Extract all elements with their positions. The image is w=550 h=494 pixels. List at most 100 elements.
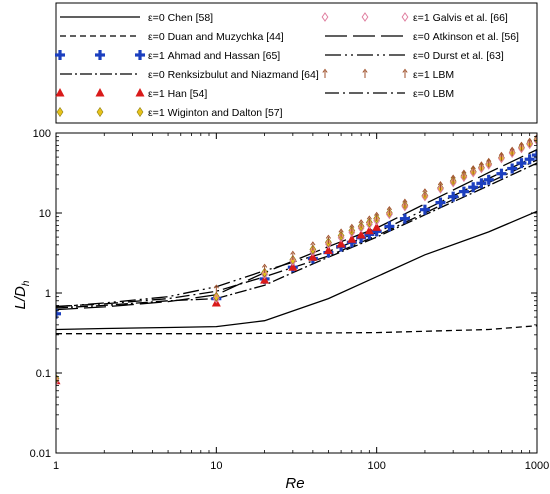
y-tick-label: 10 (39, 208, 51, 220)
series-6-point (449, 177, 457, 188)
legend-swatch-marker (95, 50, 105, 60)
series-9-point-head (498, 151, 505, 156)
series-9-point-head (470, 165, 476, 170)
series-2-point (468, 182, 479, 193)
x-tick-label: 100 (367, 460, 385, 472)
series-2-point (371, 226, 382, 237)
series-9-point-head (386, 205, 392, 211)
legend-label: ε=1 Han [54] (148, 88, 207, 100)
series-2-point (399, 213, 410, 224)
series-9-point (461, 169, 467, 179)
series-2-point-v (471, 182, 475, 193)
series-2-point (419, 204, 430, 215)
series-9-point-head (213, 284, 219, 289)
x-tick-label: 10 (210, 460, 222, 472)
legend-label: ε=0 Renksizbulut and Niazmand [64] (148, 69, 319, 81)
y-axis-label: L/Dh (12, 280, 32, 309)
legend-swatch-marker (361, 12, 369, 22)
legend-swatch-marker (95, 88, 105, 97)
series-2-point-v (462, 186, 466, 197)
series-6-point (401, 201, 409, 212)
series-9-point-head (261, 263, 268, 268)
series-4-point (336, 238, 346, 248)
series-9-point-head (374, 211, 380, 216)
series-2-point (476, 178, 487, 189)
series-6-point (421, 191, 429, 202)
legend-label: ε=0 Chen [58] (148, 12, 213, 24)
series-9-point-head (478, 161, 485, 166)
legend-entry-1: ε=0 Duan and Muzychka [44] (60, 31, 284, 43)
series-2-point (435, 197, 446, 208)
series-9-point-head (486, 157, 492, 162)
series-9-point (527, 137, 533, 147)
series-9-point-head (402, 198, 408, 203)
series-2-point-v (375, 226, 379, 237)
series-2-point (524, 154, 535, 165)
x-tick-label: 1 (53, 460, 59, 472)
legend-swatch-marker-v (58, 50, 62, 60)
series-2-point-v (499, 168, 504, 179)
series-9-point-head (290, 250, 296, 255)
series-9-point-head (310, 241, 316, 246)
series-6-point (533, 135, 537, 146)
series-6-point (385, 209, 393, 220)
series-2-point (532, 150, 537, 161)
series-9-point (338, 228, 344, 238)
series-6-point (437, 184, 444, 194)
legend-swatch-marker-head (322, 68, 328, 73)
series-9-point (366, 215, 372, 225)
series-2-point-v (451, 191, 455, 202)
series-9-point (349, 223, 355, 234)
legend-entry-5: ε=1 Wiginton and Dalton [57] (56, 106, 283, 119)
series-2-point-v (403, 213, 407, 224)
series-9-point (422, 188, 428, 198)
series-4-point (347, 234, 357, 243)
series-9-point-head (509, 146, 515, 151)
series-2-point (448, 191, 459, 202)
legend-swatch-marker (55, 88, 65, 97)
series-6-point (348, 227, 356, 238)
series-line-1 (56, 325, 537, 335)
y-tick-label: 0.01 (30, 448, 51, 460)
legend-swatch-marker (56, 106, 64, 118)
legend-entry-7: ε=0 Atkinson et al. [56] (325, 31, 519, 43)
legend-label: ε=0 Atkinson et al. [56] (413, 31, 519, 43)
y-tick-label: 100 (33, 128, 51, 140)
legend-entry-6: ε=1 Galvis et al. [66] (321, 12, 508, 24)
legend-swatch-marker (362, 68, 368, 78)
series-6-point (309, 246, 317, 257)
series-6-point (460, 172, 468, 183)
series-9-point-head (450, 174, 456, 179)
series-9-point-head (358, 219, 364, 224)
series-9-point (437, 181, 444, 191)
series-4-point (364, 225, 374, 235)
y-tick-label: 1 (45, 288, 51, 300)
series-2-point-v (367, 229, 371, 240)
series-9-point (386, 205, 392, 216)
series-9-point (518, 141, 525, 151)
legend-entry-0: ε=0 Chen [58] (60, 12, 213, 24)
series-6-point (469, 167, 477, 178)
series-2-point-v (519, 158, 524, 169)
series-6-point (56, 375, 60, 386)
legend-swatch-marker (96, 106, 104, 118)
legend-swatch-marker (136, 106, 144, 118)
series-4-point (308, 252, 318, 261)
legend-entry-10: ε=0 LBM (325, 88, 454, 100)
series-9-point-head (338, 228, 344, 233)
series-2-point (56, 308, 61, 319)
legend-label: ε=1 Galvis et al. [66] (413, 12, 508, 24)
series-2-point (516, 158, 527, 169)
series-6-point (261, 269, 269, 280)
series-9-point-head (437, 181, 444, 186)
legend-label: ε=0 LBM (413, 88, 454, 100)
plot-frame (55, 132, 538, 454)
x-tick-label: 1000 (525, 460, 549, 472)
series-9-point (358, 219, 364, 229)
legend-swatch-marker (135, 88, 145, 97)
legend-swatch-marker-v (138, 50, 142, 60)
series-4-point (323, 245, 333, 254)
series-line-8 (56, 155, 537, 308)
series-9-point-head (518, 141, 525, 146)
